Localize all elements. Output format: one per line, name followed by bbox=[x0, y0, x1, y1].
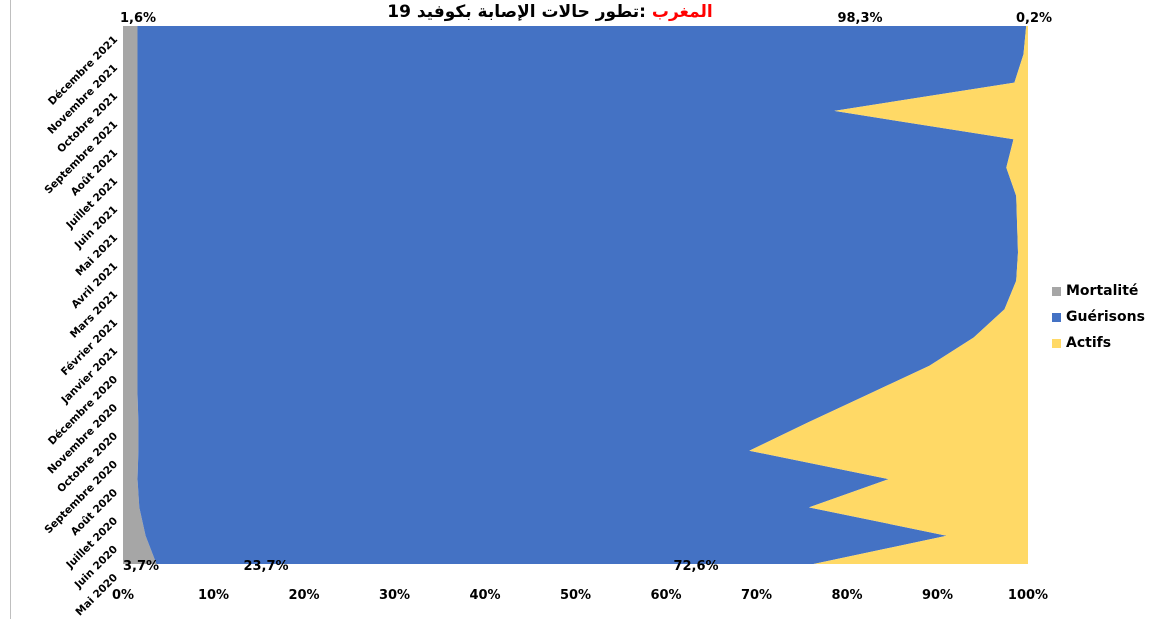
x-tick-label: 30% bbox=[379, 588, 410, 603]
x-tick-label: 40% bbox=[469, 588, 500, 603]
area-actifs bbox=[749, 26, 1028, 564]
x-tick-label: 0% bbox=[112, 588, 134, 603]
window-frame-line bbox=[10, 0, 11, 619]
x-tick-label: 60% bbox=[650, 588, 681, 603]
legend-swatch-actifs bbox=[1052, 338, 1061, 348]
legend-label-guerisons: Guérisons bbox=[1066, 309, 1145, 325]
x-tick-label: 100% bbox=[1008, 588, 1048, 603]
legend-label-mortalite: Mortalité bbox=[1066, 283, 1139, 299]
legend-swatch-mortalite bbox=[1052, 286, 1061, 296]
legend-item-mortalite: Mortalité bbox=[1052, 278, 1145, 304]
legend: Mortalité Guérisons Actifs bbox=[1052, 278, 1145, 356]
x-tick-label: 90% bbox=[922, 588, 953, 603]
title-country: المغرب bbox=[651, 2, 713, 22]
area-guerisons bbox=[137, 26, 1027, 564]
plot-areas bbox=[123, 26, 1028, 564]
area-mortalite bbox=[123, 26, 157, 564]
annotation-bottom-actifs: 23,7% bbox=[243, 559, 288, 574]
x-axis-labels: 0% 10% 20% 30% 40% 50% 60% 70% 80% 90% 100% bbox=[112, 588, 1048, 603]
annotation-top-actifs: 0,2% bbox=[1016, 11, 1052, 26]
chart-title: المغرب :تطور حالات الإصابة بكوفيد 19 bbox=[370, 2, 730, 26]
x-tick-label: 50% bbox=[560, 588, 591, 603]
x-tick-label: 20% bbox=[288, 588, 319, 603]
legend-label-actifs: Actifs bbox=[1066, 335, 1112, 351]
x-tick-label: 70% bbox=[741, 588, 772, 603]
x-tick-label: 80% bbox=[831, 588, 862, 603]
annotation-top-mortalite: 1,6% bbox=[120, 11, 156, 26]
legend-swatch-guerisons bbox=[1052, 312, 1061, 322]
annotation-top-guerisons: 98,3% bbox=[837, 11, 882, 26]
annotation-bottom-mortalite: 3,7% bbox=[123, 559, 159, 574]
legend-item-actifs: Actifs bbox=[1052, 330, 1145, 356]
x-tick-label: 10% bbox=[198, 588, 229, 603]
title-text: :تطور حالات الإصابة بكوفيد 19 bbox=[387, 2, 646, 22]
annotation-bottom-guerisons: 72,6% bbox=[673, 559, 718, 574]
annotations: 1,6% 98,3% 0,2% 3,7% 23,7% 72,6% bbox=[120, 11, 1052, 574]
legend-item-guerisons: Guérisons bbox=[1052, 304, 1145, 330]
